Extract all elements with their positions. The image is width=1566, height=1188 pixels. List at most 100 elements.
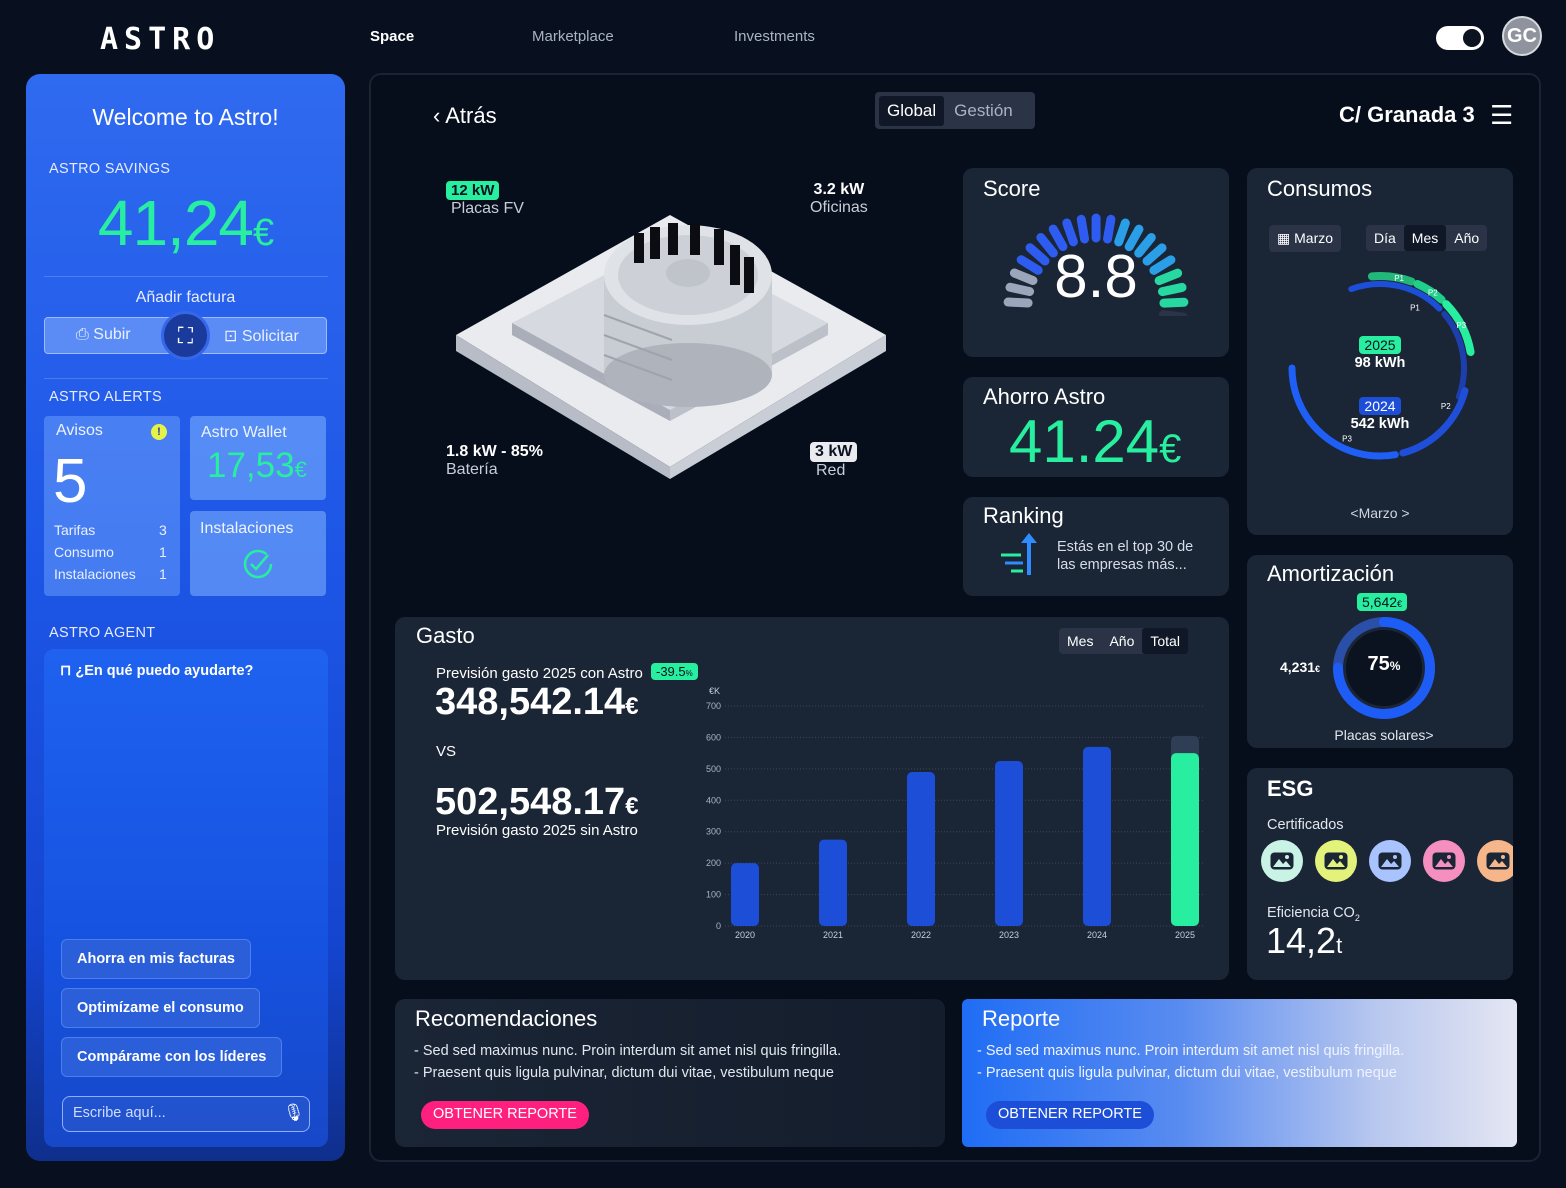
solar-panels-link[interactable]: Placas solares> — [1334, 727, 1434, 743]
x-tick-label: 2023 — [999, 930, 1019, 940]
back-button[interactable]: ‹ Atrás — [433, 103, 497, 129]
bar[interactable] — [1171, 753, 1199, 926]
sidebar: Welcome to Astro! ASTRO SAVINGS 41,24€ A… — [26, 74, 345, 1161]
year-tag-2025: 2025 — [1359, 336, 1401, 354]
amortizacion-card[interactable]: Amortización 5,642€ 4,231€ 75% Placas so… — [1247, 555, 1513, 748]
suggestion-button[interactable]: Optimízame el consumo — [61, 988, 260, 1028]
tab-total[interactable]: Total — [1142, 628, 1188, 654]
suggestion-button[interactable]: Ahorra en mis facturas — [61, 939, 251, 979]
bar[interactable] — [819, 839, 847, 926]
request-button[interactable]: ⊡ Solicitar — [224, 326, 299, 346]
upload-button[interactable]: ⎙ Subir — [76, 326, 131, 344]
gauge-segment — [1103, 214, 1116, 244]
wallet-card[interactable]: Astro Wallet 17,53€ — [190, 416, 326, 500]
gauge-segment — [1016, 255, 1043, 275]
gauge-segment — [1114, 218, 1130, 247]
ranking-text: Estás en el top 30 de las empresas más... — [1057, 538, 1193, 574]
recomendaciones-card: Recomendaciones - Sed sed maximus nunc. … — [395, 999, 945, 1147]
offices-value: 3.2 kW — [813, 181, 865, 198]
offices-name: Oficinas — [810, 199, 868, 216]
theme-toggle[interactable] — [1436, 26, 1484, 50]
month-nav[interactable]: <Marzo > — [1350, 505, 1410, 521]
month-picker[interactable]: ▦ Marzo — [1269, 225, 1342, 252]
avisos-row-label: Consumo — [54, 544, 114, 560]
bar[interactable] — [1083, 746, 1111, 926]
x-tick-label: 2020 — [735, 930, 755, 940]
menu-icon[interactable]: ☰ — [1490, 100, 1514, 130]
period-label: P3 — [1456, 321, 1466, 330]
certificate-badge[interactable] — [1315, 840, 1357, 882]
target-unit: € — [1397, 599, 1403, 609]
tab-ano[interactable]: Año — [1454, 230, 1480, 246]
bar[interactable] — [995, 761, 1023, 926]
tab-gestion[interactable]: Gestión — [954, 101, 1013, 120]
ranking-card[interactable]: Ranking Estás en el top 30 de las empresa… — [963, 497, 1229, 596]
suggestion-button[interactable]: Compárame con los líderes — [61, 1037, 283, 1077]
installations-title: Instalaciones — [200, 520, 294, 537]
gasto-bar-chart: €K 0 100 200 300 400 500 600 700 2020 2021 2022 2023… — [706, 686, 1205, 940]
consumos-2024: 2024 542 kWh — [1247, 397, 1513, 432]
gauge-segment — [1159, 297, 1189, 308]
period-label: P1 — [1410, 303, 1420, 312]
microphone-icon[interactable]: 🎙 — [283, 1103, 305, 1122]
efficiency-label: Eficiencia CO2 — [1267, 905, 1360, 923]
scan-button[interactable]: ⛶ — [161, 311, 210, 360]
tab-global[interactable]: Global — [879, 96, 945, 126]
nav-marketplace[interactable]: Marketplace — [532, 28, 614, 45]
avisos-card[interactable]: Avisos ! 5 Tarifas 3 Consumo 1 Instalaci… — [44, 416, 180, 596]
agent-input[interactable]: Escribe aquí... — [62, 1096, 310, 1132]
score-title: Score — [983, 176, 1041, 201]
battery-value: 1.8 kW - 85% — [446, 443, 543, 460]
esg-card[interactable]: ESG Certificados Eficiencia CO2 14,2t — [1247, 768, 1513, 980]
nav-investments[interactable]: Investments — [734, 28, 815, 45]
ahorro-card[interactable]: Ahorro Astro 41.24€ — [963, 377, 1229, 477]
value-without-astro: 502,548.17€ — [435, 781, 639, 824]
vs-label: VS — [436, 743, 457, 760]
grid-label: 3 kW Red — [810, 442, 858, 480]
bar[interactable] — [731, 863, 759, 926]
y-tick-label: 400 — [706, 795, 721, 805]
badge-value: -39.5 — [656, 664, 686, 679]
astro-logo[interactable]: ASTRO — [100, 22, 221, 57]
ring-arc — [1288, 364, 1399, 460]
tab-ano[interactable]: Año — [1109, 633, 1135, 649]
wallet-unit: € — [294, 457, 307, 482]
value-with-unit: € — [625, 693, 639, 720]
avatar[interactable]: GC — [1502, 16, 1542, 56]
fv-tag: 12 kW — [446, 181, 500, 200]
trend-up-icon — [1001, 533, 1037, 575]
tab-mes[interactable]: Mes — [1067, 633, 1094, 649]
image-icon — [1432, 852, 1456, 870]
nav-space[interactable]: Space — [370, 28, 415, 45]
certificate-badge[interactable] — [1369, 840, 1411, 882]
certificate-badge[interactable] — [1261, 840, 1303, 882]
amortizacion-current: 4,231€ — [1280, 659, 1320, 675]
wallet-title: Astro Wallet — [201, 424, 287, 441]
recomendacion-line: - Sed sed maximus nunc. Proin interdum s… — [414, 1043, 842, 1059]
gauge-segment — [1158, 310, 1188, 316]
value-2024: 542 kWh — [1350, 416, 1410, 432]
installations-card[interactable]: Instalaciones — [190, 511, 326, 596]
certificate-badge[interactable] — [1477, 840, 1513, 882]
get-report-button[interactable]: OBTENER REPORTE — [986, 1101, 1154, 1129]
target-tag: 5,642€ — [1357, 593, 1408, 611]
get-report-button[interactable]: OBTENER REPORTE — [421, 1101, 589, 1129]
amortizacion-title: Amortización — [1267, 561, 1395, 586]
ranking-title: Ranking — [983, 503, 1064, 528]
address-title: C/ Granada 3 — [1339, 102, 1475, 127]
image-icon — [1378, 852, 1402, 870]
certificate-badge[interactable] — [1423, 840, 1465, 882]
avisos-row-value: 1 — [159, 566, 167, 582]
tab-mes[interactable]: Mes — [1403, 225, 1447, 251]
bar[interactable] — [907, 772, 935, 926]
building-illustration — [456, 215, 886, 479]
gauge-segment — [1154, 268, 1183, 286]
forecast-with-label: Previsión gasto 2025 con Astro — [436, 665, 643, 682]
fv-name: Placas FV — [451, 200, 524, 217]
score-card[interactable]: Score 8.8 — [963, 168, 1229, 357]
fv-label: 12 kW Placas FV — [446, 181, 524, 218]
consumos-card[interactable]: Consumos ▦ Marzo Día Mes Año P1 P2 P3 P1 P2 P3 … — [1247, 168, 1513, 535]
score-gauge — [1003, 213, 1189, 316]
tab-dia[interactable]: Día — [1374, 230, 1396, 246]
avisos-title: Avisos — [56, 422, 103, 439]
